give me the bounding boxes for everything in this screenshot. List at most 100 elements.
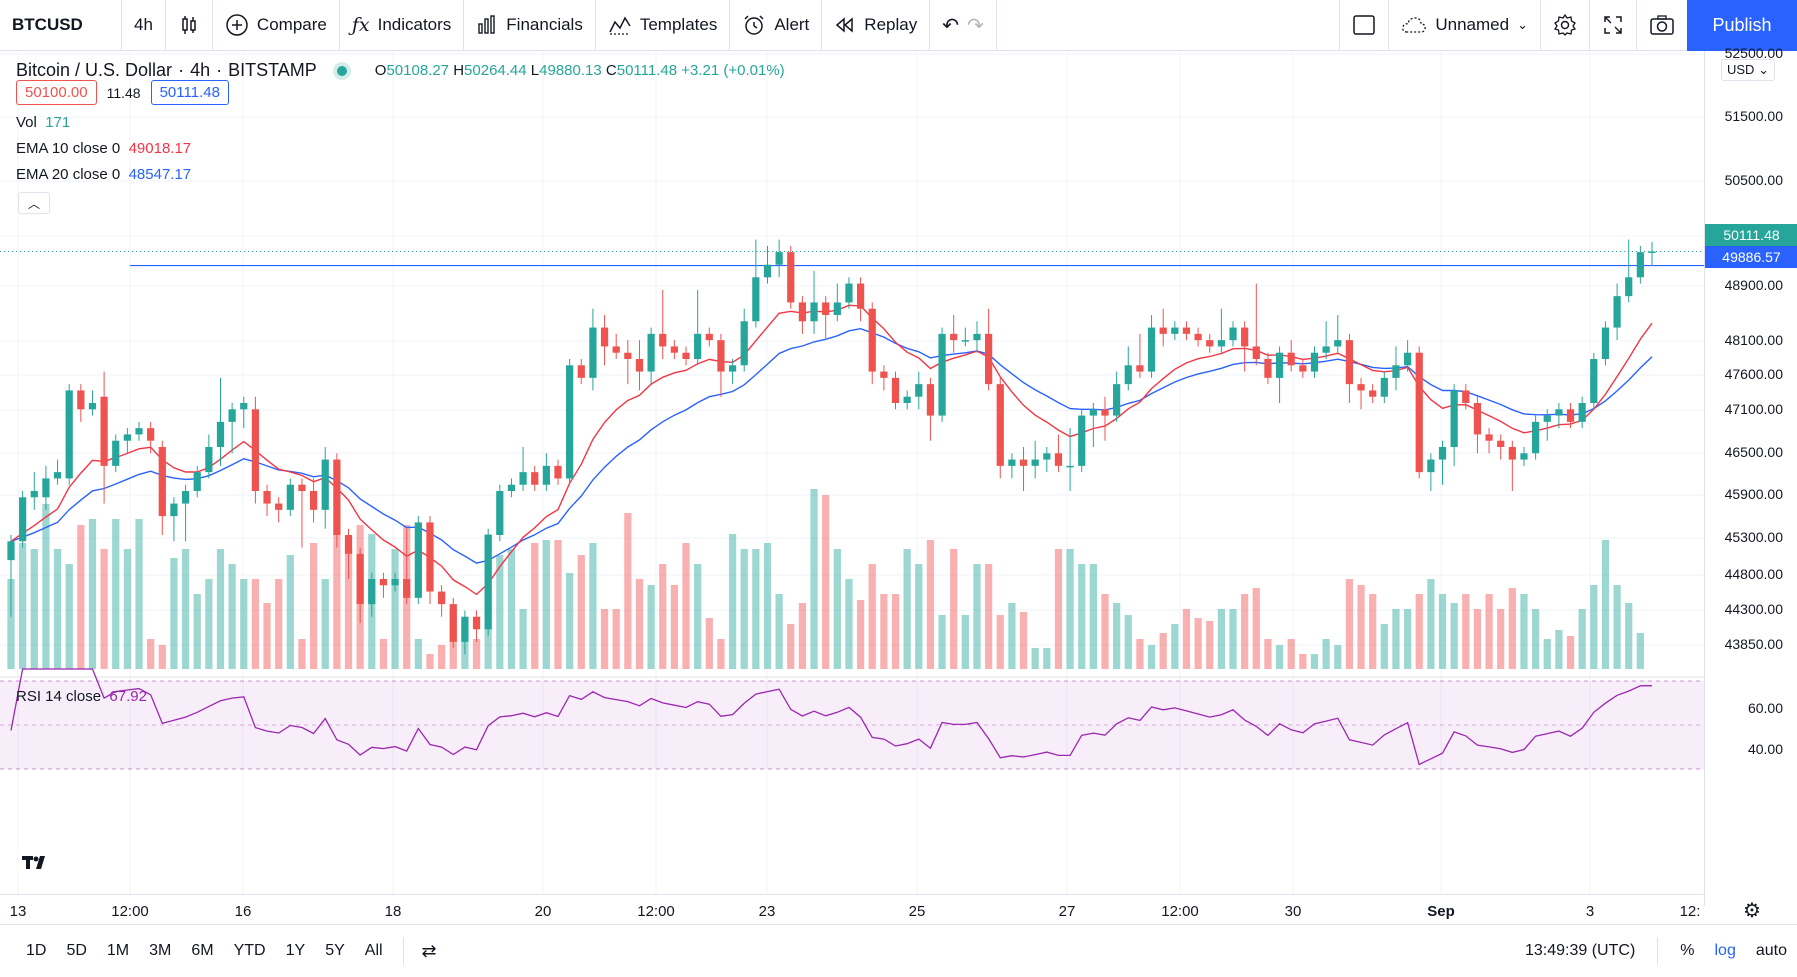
sell-button[interactable]: 50100.00 <box>16 80 97 105</box>
fullscreen-layout-button[interactable] <box>1339 0 1390 51</box>
currency-button[interactable]: USD ⌄ <box>1721 59 1775 81</box>
settings-button[interactable] <box>1541 0 1590 51</box>
timeframe-button-all[interactable]: All <box>364 942 383 959</box>
financials-button[interactable]: Financials <box>464 0 596 51</box>
candle-body <box>1427 459 1435 473</box>
candle-body <box>344 535 353 554</box>
candle-body <box>519 472 527 485</box>
timeframe-button-1y[interactable]: 1Y <box>285 942 306 959</box>
candle-body <box>1543 415 1551 422</box>
symbol-search-button[interactable]: BTCUSD <box>0 0 122 51</box>
volume-legend[interactable]: Vol 171 <box>16 114 70 131</box>
volume-bar <box>1369 594 1377 669</box>
close-label: C <box>605 62 617 79</box>
volume-bar <box>1450 603 1458 669</box>
collapse-legend-button[interactable]: ︿ <box>18 192 50 214</box>
volume-bar <box>1322 639 1330 669</box>
volume-bar <box>1473 609 1482 669</box>
timeframe-button-1m[interactable]: 1M <box>106 942 130 959</box>
volume-bar <box>705 618 713 669</box>
auto-toggle[interactable]: auto <box>1755 942 1787 959</box>
candle-body <box>705 333 713 341</box>
time-tick-label: 18 <box>384 903 402 920</box>
price-axis[interactable]: USD ⌄ 52500.00 51500.00 50500.00 48900.00 48… <box>1704 45 1797 922</box>
date-range-icon[interactable]: ⇄ <box>421 940 437 961</box>
time-tick-label: Sep <box>1427 903 1455 920</box>
volume-bar <box>752 549 760 669</box>
volume-bar <box>193 594 201 669</box>
buy-button[interactable]: 50111.48 <box>150 80 229 105</box>
candle-body <box>205 447 213 473</box>
candle-body <box>1124 365 1132 385</box>
candle-body <box>1508 447 1516 460</box>
candle-body <box>1369 390 1377 397</box>
compare-button[interactable]: Compare <box>213 0 340 51</box>
candle-body <box>728 365 737 372</box>
redo-icon[interactable]: ↷ <box>966 14 984 37</box>
time-axis[interactable]: 13 12:00 16 18 20 12:00 23 25 27 12:00 30 Sep 3 12: <box>0 894 1704 924</box>
alert-button[interactable]: Alert <box>730 0 823 51</box>
timeframe-button-3m[interactable]: 3M <box>149 942 172 959</box>
volume-bar <box>251 579 260 669</box>
bottom-toolbar: 1D 5D 1M 3M 6M YTD 1Y 5Y All ⇄ 13:49:39 (UTC) % … <box>0 924 1797 977</box>
publish-button[interactable]: Publish <box>1687 0 1797 51</box>
candle-body <box>53 472 62 479</box>
clock-label[interactable]: 13:49:39 (UTC) <box>1525 942 1636 959</box>
timeframe-button-6m[interactable]: 6M <box>191 942 214 959</box>
snapshot-button[interactable] <box>1637 0 1687 51</box>
candle-body <box>856 283 865 309</box>
volume-label: Vol <box>16 114 37 131</box>
candle-body <box>1403 352 1412 366</box>
ema20-legend[interactable]: EMA 20 close 0 48547.17 <box>16 166 191 183</box>
chart-pane[interactable]: Bitcoin / U.S. Dollar · 4h · BITSTAMP O5… <box>0 51 1704 906</box>
chart-canvas[interactable] <box>0 51 1704 894</box>
candle-body <box>1473 403 1482 435</box>
candle-body <box>845 283 853 303</box>
volume-bar <box>1508 588 1516 669</box>
ema10-legend[interactable]: EMA 10 close 0 49018.17 <box>16 140 191 157</box>
log-toggle[interactable]: log <box>1714 942 1736 959</box>
fullscreen-button[interactable] <box>1590 0 1637 51</box>
candle-body <box>624 352 632 359</box>
undo-icon[interactable]: ↶ <box>942 14 959 37</box>
layout-name-button[interactable]: Unnamed ⌄ <box>1389 0 1541 51</box>
candle-body <box>647 333 655 372</box>
chart-type-button[interactable] <box>166 0 213 51</box>
timeframe-button-5d[interactable]: 5D <box>66 942 87 959</box>
candle-body <box>1590 359 1598 403</box>
candle-body <box>170 503 178 517</box>
volume-bar <box>1241 594 1249 669</box>
candle-body <box>251 409 260 491</box>
volume-bar <box>1252 588 1260 669</box>
time-tick-label: 12:00 <box>111 903 149 920</box>
indicators-button[interactable]: ƒx Indicators <box>340 0 465 51</box>
volume-bar <box>1590 585 1598 669</box>
volume-bar <box>112 519 120 669</box>
volume-bar <box>822 495 830 669</box>
timeframe-button-1d[interactable]: 1D <box>26 942 47 959</box>
candle-body <box>1113 384 1121 416</box>
volume-bar <box>100 549 108 669</box>
volume-bar <box>1636 633 1644 669</box>
candle-body <box>158 447 166 517</box>
volume-bar <box>763 543 772 669</box>
templates-button[interactable]: Templates <box>596 0 731 51</box>
symbol-title[interactable]: Bitcoin / U.S. Dollar <box>16 60 173 80</box>
volume-bar <box>728 534 737 669</box>
volume-bar <box>379 639 388 669</box>
volume-bar <box>798 603 807 669</box>
percent-toggle[interactable]: % <box>1680 942 1695 959</box>
rsi-legend[interactable]: RSI 14 close 67.92 <box>16 688 147 705</box>
timeframe-button-ytd[interactable]: YTD <box>233 942 266 959</box>
volume-bar <box>973 564 981 669</box>
interval-button[interactable]: 4h <box>122 0 166 51</box>
chevron-down-icon: ⌄ <box>1517 17 1528 32</box>
candle-body <box>880 371 888 378</box>
timeframe-button-5y[interactable]: 5Y <box>325 942 345 959</box>
ema10-line <box>10 304 1653 596</box>
chart-settings-icon[interactable]: ⚙ <box>1743 900 1761 922</box>
candle-body <box>1182 327 1191 334</box>
volume-bar <box>1543 639 1551 669</box>
candle-body <box>1019 459 1028 466</box>
replay-button[interactable]: Replay <box>822 0 931 51</box>
